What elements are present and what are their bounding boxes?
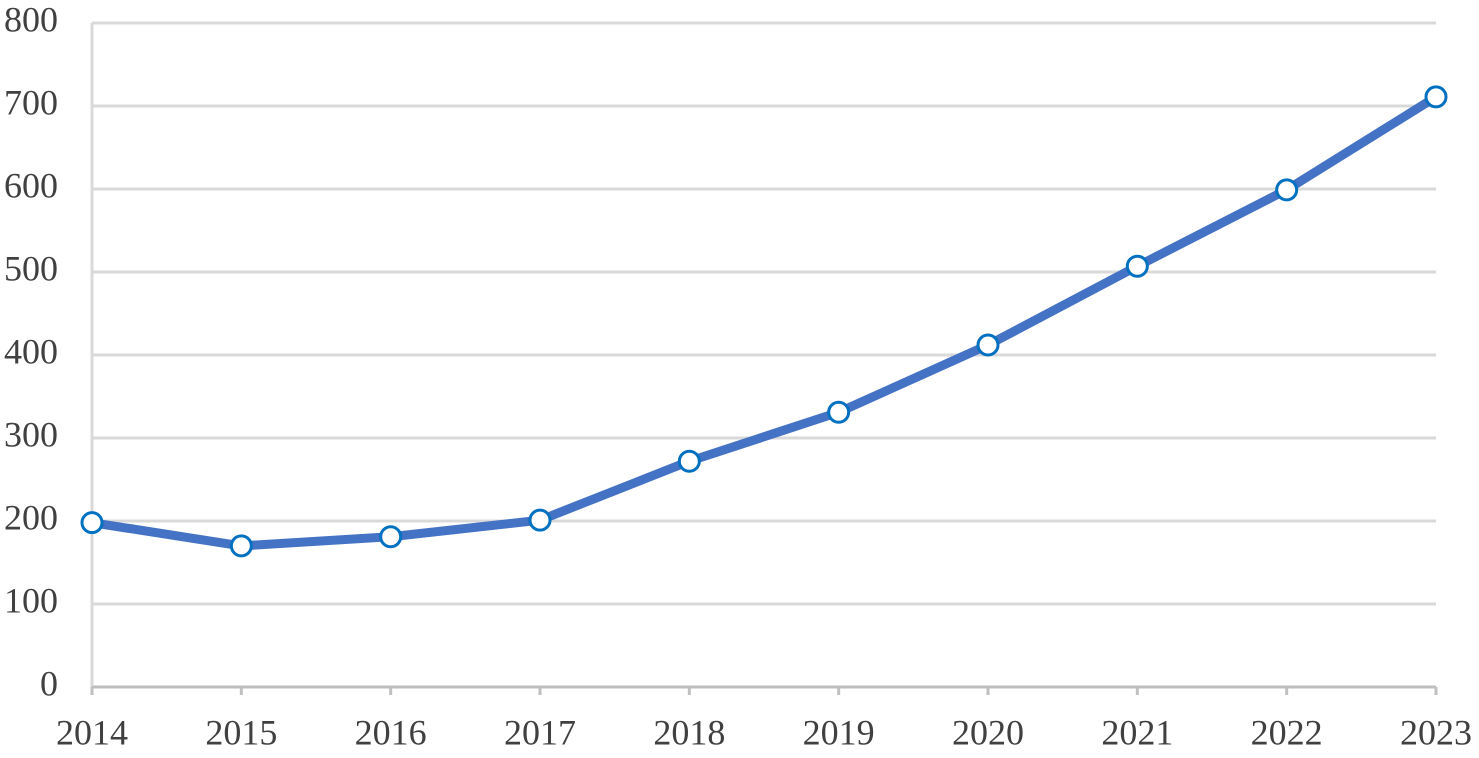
y-tick-label: 400 bbox=[4, 331, 58, 371]
y-tick-label: 0 bbox=[40, 663, 58, 703]
x-tick-label: 2019 bbox=[803, 712, 875, 752]
x-tick-label: 2017 bbox=[504, 712, 576, 752]
y-tick-label: 500 bbox=[4, 248, 58, 288]
marker bbox=[677, 449, 701, 473]
x-tick-label: 2021 bbox=[1101, 712, 1173, 752]
marker bbox=[379, 525, 403, 549]
marker bbox=[80, 511, 104, 535]
y-tick-label: 600 bbox=[4, 165, 58, 205]
line bbox=[91, 93, 1439, 551]
x-tick-label: 2018 bbox=[653, 712, 725, 752]
y-tick-label: 800 bbox=[4, 0, 58, 39]
marker bbox=[528, 508, 552, 532]
y-tick-label: 200 bbox=[4, 497, 58, 537]
marker bbox=[827, 400, 851, 424]
x-tick-label: 2020 bbox=[952, 712, 1024, 752]
x-tick-label: 2014 bbox=[56, 712, 128, 752]
marker bbox=[1275, 178, 1299, 202]
x-tick-label: 2022 bbox=[1251, 712, 1323, 752]
x-tick-label: 2015 bbox=[205, 712, 277, 752]
marker bbox=[976, 333, 1000, 357]
x-tick-label: 2023 bbox=[1400, 712, 1472, 752]
y-tick-label: 100 bbox=[4, 580, 58, 620]
marker bbox=[1424, 85, 1448, 109]
marker bbox=[229, 534, 253, 558]
marker bbox=[1125, 254, 1149, 278]
x-tick-label: 2016 bbox=[355, 712, 427, 752]
y-tick-label: 700 bbox=[4, 82, 58, 122]
y-tick-label: 300 bbox=[4, 414, 58, 454]
